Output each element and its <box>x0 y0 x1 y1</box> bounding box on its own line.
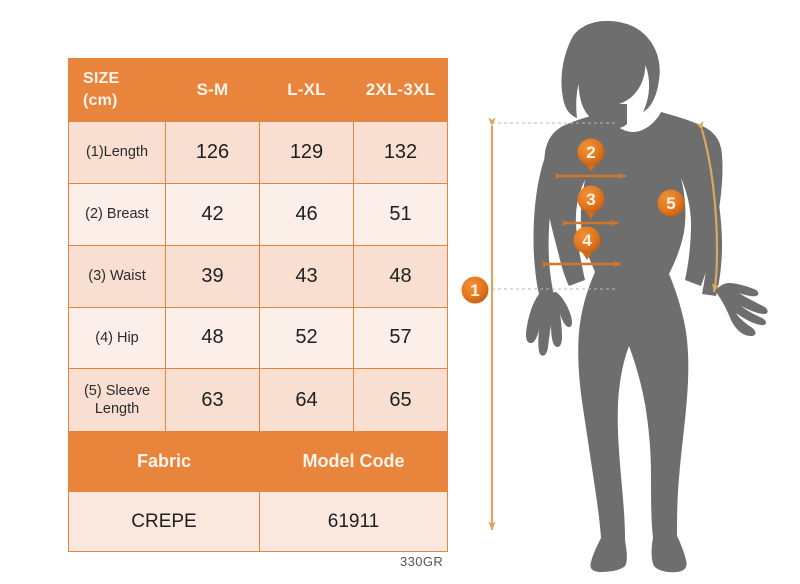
header-size-line1: SIZE <box>83 70 120 88</box>
header-col-l-xl: L-XL <box>259 58 354 122</box>
size-chart-table-container: SIZE (cm) S-M L-XL 2XL-3XL (1)Length 126… <box>68 58 448 552</box>
cell-hip-l-xl: 52 <box>259 306 354 370</box>
hip-marker: 4 <box>573 226 601 260</box>
row-label-sleeve-line2: Length <box>94 401 140 418</box>
header-size-cell: SIZE (cm) <box>68 58 166 122</box>
cell-breast-l-xl: 46 <box>259 182 354 246</box>
cell-breast-s-m: 42 <box>165 182 260 246</box>
female-silhouette <box>526 20 768 573</box>
footer-header-fabric: Fabric <box>68 431 260 493</box>
cell-sleeve-s-m: 63 <box>165 368 260 433</box>
measurement-diagram: 1 2 3 4 5 <box>461 20 768 573</box>
cell-waist-2xl-3xl: 48 <box>353 244 448 308</box>
sleeve-length-marker-label: 5 <box>666 194 675 213</box>
cell-breast-2xl-3xl: 51 <box>353 182 448 246</box>
cell-hip-s-m: 48 <box>165 306 260 370</box>
cell-length-2xl-3xl: 132 <box>353 120 448 184</box>
cell-length-s-m: 126 <box>165 120 260 184</box>
weight-caption: 330GR <box>400 554 444 569</box>
cell-sleeve-2xl-3xl: 65 <box>353 368 448 433</box>
breast-marker: 2 <box>577 138 605 172</box>
table-row: (4) Hip 48 52 57 <box>68 306 448 370</box>
row-label-sleeve-length: (5) Sleeve Length <box>68 368 166 433</box>
header-col-2xl-3xl: 2XL-3XL <box>353 58 448 122</box>
header-col-s-m: S-M <box>165 58 260 122</box>
hip-marker-label: 4 <box>582 231 592 250</box>
waist-marker-label: 3 <box>586 190 595 209</box>
table-row: (2) Breast 42 46 51 <box>68 182 448 246</box>
cell-sleeve-l-xl: 64 <box>259 368 354 433</box>
table-footer-header-row: Fabric Model Code <box>68 431 448 493</box>
sleeve-length-measure-arrow <box>695 120 720 293</box>
length-marker: 1 <box>461 276 489 304</box>
length-marker-label: 1 <box>470 281 479 300</box>
waist-marker: 3 <box>577 185 605 219</box>
cell-length-l-xl: 129 <box>259 120 354 184</box>
row-label-sleeve-line1: (5) Sleeve <box>83 383 151 400</box>
length-measure-arrow <box>488 117 615 531</box>
row-label-breast: (2) Breast <box>68 182 166 246</box>
sleeve-length-marker: 5 <box>657 189 685 217</box>
table-row: (1)Length 126 129 132 <box>68 120 448 184</box>
row-label-length: (1)Length <box>68 120 166 184</box>
table-header-row: SIZE (cm) S-M L-XL 2XL-3XL <box>68 58 448 122</box>
row-label-hip: (4) Hip <box>68 306 166 370</box>
row-label-waist: (3) Waist <box>68 244 166 308</box>
footer-value-model-code: 61911 <box>259 491 448 552</box>
measurement-figure-panel: 1 2 3 4 5 <box>455 0 800 584</box>
header-size-line2: (cm) <box>83 91 118 109</box>
cell-hip-2xl-3xl: 57 <box>353 306 448 370</box>
table-footer-value-row: CREPE 61911 <box>68 491 448 552</box>
footer-header-model-code: Model Code <box>259 431 448 493</box>
breast-marker-label: 2 <box>586 143 595 162</box>
footer-value-fabric: CREPE <box>68 491 260 552</box>
table-row: (3) Waist 39 43 48 <box>68 244 448 308</box>
size-chart-table: SIZE (cm) S-M L-XL 2XL-3XL (1)Length 126… <box>68 58 448 552</box>
cell-waist-l-xl: 43 <box>259 244 354 308</box>
table-row: (5) Sleeve Length 63 64 65 <box>68 368 448 433</box>
cell-waist-s-m: 39 <box>165 244 260 308</box>
